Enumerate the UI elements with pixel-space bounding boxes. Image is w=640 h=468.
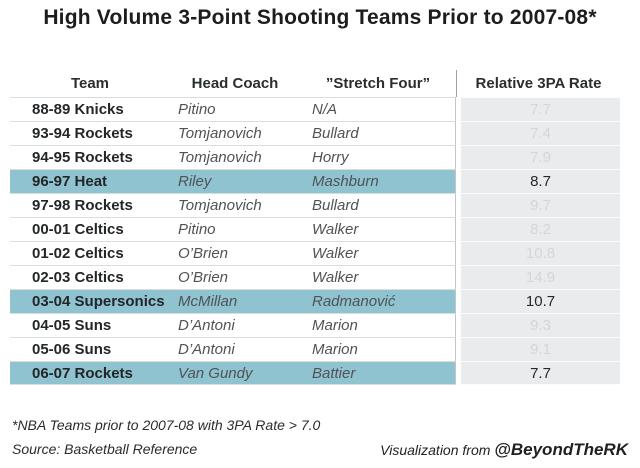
cell-coach: Tomjanovich (170, 145, 300, 169)
visualization-credit: Visualization from @BeyondTheRK (380, 440, 628, 460)
cell-stretch: Walker (300, 241, 456, 265)
cell-team: 97-98 Rockets (10, 193, 170, 217)
cell-coach: Riley (170, 169, 300, 193)
cell-stretch: Bullard (300, 193, 456, 217)
cell-coach: O’Brien (170, 241, 300, 265)
cell-rate: 10.7 (456, 289, 620, 313)
column-header-relative-3pa-rate: Relative 3PA Rate (456, 70, 620, 97)
cell-rate: 8.2 (456, 217, 620, 241)
table-row[interactable]: 01-02 Celtics O’Brien Walker 10.8 (10, 241, 620, 265)
cell-team: 04-05 Suns (10, 313, 170, 337)
data-table: Team Head Coach ”Stretch Four” Relative … (10, 70, 620, 385)
table-row[interactable]: 88-89 Knicks Pitino N/A 7.7 (10, 97, 620, 121)
cell-team: 96-97 Heat (10, 169, 170, 193)
cell-team: 06-07 Rockets (10, 361, 170, 385)
cell-coach: Tomjanovich (170, 121, 300, 145)
cell-rate: 9.1 (456, 337, 620, 361)
table-row[interactable]: 05-06 Suns D’Antoni Marion 9.1 (10, 337, 620, 361)
cell-coach: O’Brien (170, 265, 300, 289)
cell-team: 00-01 Celtics (10, 217, 170, 241)
cell-stretch: Walker (300, 217, 456, 241)
cell-stretch: Horry (300, 145, 456, 169)
cell-team: 93-94 Rockets (10, 121, 170, 145)
table-row[interactable]: 94-95 Rockets Tomjanovich Horry 7.9 (10, 145, 620, 169)
footnote-source: Source: Basketball Reference (12, 441, 198, 457)
cell-team: 94-95 Rockets (10, 145, 170, 169)
cell-team: 03-04 Supersonics (10, 289, 170, 313)
table-row[interactable]: 00-01 Celtics Pitino Walker 8.2 (10, 217, 620, 241)
table-row[interactable]: 03-04 Supersonics McMillan Radmanović 10.7 (10, 289, 620, 313)
cell-stretch: Battier (300, 361, 456, 385)
cell-stretch: Marion (300, 313, 456, 337)
cell-rate: 9.3 (456, 313, 620, 337)
column-header-stretch-four: ”Stretch Four” (325, 75, 431, 92)
cell-coach: McMillan (170, 289, 300, 313)
table-row[interactable]: 93-94 Rockets Tomjanovich Bullard 7.4 (10, 121, 620, 145)
cell-rate: 7.7 (456, 97, 620, 121)
credit-prefix: Visualization from (380, 442, 495, 458)
credit-handle: @BeyondTheRK (494, 440, 628, 459)
table-row[interactable]: 96-97 Heat Riley Mashburn 8.7 (10, 169, 620, 193)
cell-rate: 8.7 (456, 169, 620, 193)
cell-stretch: Marion (300, 337, 456, 361)
cell-rate: 7.9 (456, 145, 620, 169)
chart-title: High Volume 3-Point Shooting Teams Prior… (43, 6, 597, 29)
cell-rate: 9.7 (456, 193, 620, 217)
cell-stretch: N/A (300, 97, 456, 121)
cell-coach: Pitino (170, 217, 300, 241)
cell-coach: D’Antoni (170, 337, 300, 361)
cell-stretch: Mashburn (300, 169, 456, 193)
cell-rate: 14.9 (456, 265, 620, 289)
cell-coach: Tomjanovich (170, 193, 300, 217)
table-body: 88-89 Knicks Pitino N/A 7.7 93-94 Rockets Tom… (10, 97, 620, 385)
cell-coach: D’Antoni (170, 313, 300, 337)
cell-stretch: Radmanović (300, 289, 456, 313)
cell-coach: Pitino (170, 97, 300, 121)
table-header: Team Head Coach ”Stretch Four” Relative … (10, 70, 620, 97)
table-row[interactable]: 06-07 Rockets Van Gundy Battier 7.7 (10, 361, 620, 385)
cell-team: 88-89 Knicks (10, 97, 170, 121)
cell-coach: Van Gundy (170, 361, 300, 385)
column-header-head-coach: Head Coach (191, 75, 279, 92)
cell-rate: 7.7 (456, 361, 620, 385)
cell-stretch: Walker (300, 265, 456, 289)
table-row[interactable]: 04-05 Suns D’Antoni Marion 9.3 (10, 313, 620, 337)
cell-rate: 7.4 (456, 121, 620, 145)
table-row[interactable]: 97-98 Rockets Tomjanovich Bullard 9.7 (10, 193, 620, 217)
header-row: Team Head Coach ”Stretch Four” Relative … (10, 70, 620, 97)
cell-rate: 10.8 (456, 241, 620, 265)
column-header-team: Team (70, 75, 110, 92)
cell-stretch: Bullard (300, 121, 456, 145)
cell-team: 01-02 Celtics (10, 241, 170, 265)
footnote-criteria: *NBA Teams prior to 2007-08 with 3PA Rat… (12, 417, 321, 433)
cell-team: 05-06 Suns (10, 337, 170, 361)
cell-team: 02-03 Celtics (10, 265, 170, 289)
table-row[interactable]: 02-03 Celtics O’Brien Walker 14.9 (10, 265, 620, 289)
